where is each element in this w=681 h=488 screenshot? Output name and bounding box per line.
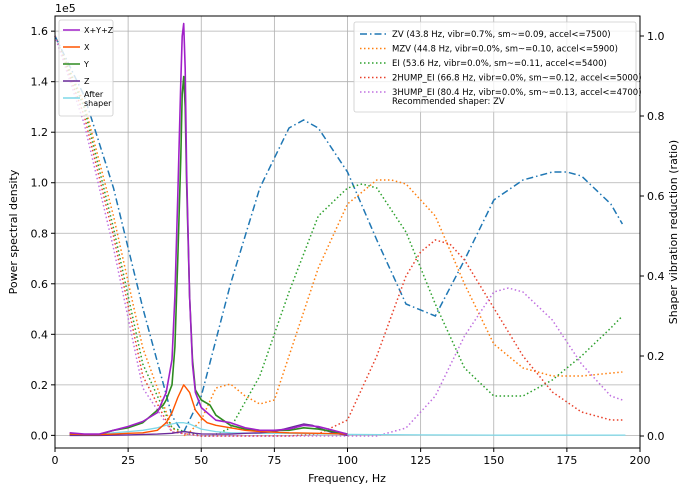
left-y-tick-label: 0.6 [31, 278, 49, 291]
right-y-tick-label: 0.4 [647, 270, 665, 283]
psd-legend-box [58, 19, 114, 117]
left-y-tick-label: 0.8 [31, 227, 49, 240]
x-tick-label: 125 [410, 454, 431, 467]
shaper-legend-label: ZV (43.8 Hz, vibr=0.7%, sm~=0.09, accel<… [392, 30, 611, 40]
right-y-tick-label: 0.0 [647, 430, 665, 443]
x-tick-label: 175 [556, 454, 577, 467]
left-y-tick-label: 1.2 [31, 126, 49, 139]
shaper-line-3hump-ei [54, 35, 623, 437]
left-y-tick-label: 1.6 [31, 25, 49, 38]
left-y-exponent: 1e5 [55, 2, 76, 15]
psd-legend-label: Y [83, 60, 89, 69]
shaper-legend: ZV (43.8 Hz, vibr=0.7%, sm~=0.09, accel<… [353, 21, 642, 113]
x-tick-label: 0 [52, 454, 59, 467]
x-tick-label: 75 [267, 454, 281, 467]
shaper-legend-label: EI (53.6 Hz, vibr=0.0%, sm~=0.11, accel<… [392, 59, 607, 69]
right-y-axis-ticks: 0.0 0.2 0.4 0.6 0.8 1.0 [640, 30, 665, 443]
right-y-tick-label: 0.8 [647, 110, 665, 123]
left-y-axis-ticks: 0.0 0.2 0.4 0.6 0.8 1.0 1.2 1.4 1.6 [31, 25, 55, 442]
right-y-tick-label: 0.2 [647, 350, 665, 363]
left-y-tick-label: 1.0 [31, 177, 49, 190]
right-y-tick-label: 1.0 [647, 30, 665, 43]
right-y-tick-label: 0.6 [647, 190, 665, 203]
shaper-legend-label: MZV (44.8 Hz, vibr=0.0%, sm~=0.10, accel… [392, 45, 618, 55]
psd-line-x [69, 384, 348, 436]
x-axis-label: Frequency, Hz [308, 472, 386, 485]
shaper-legend-label: 2HUMP_EI (66.8 Hz, vibr=0.0%, sm~=0.12, … [392, 74, 642, 84]
psd-legend-label: After shaper [84, 90, 112, 108]
left-y-tick-label: 1.4 [31, 76, 49, 89]
recommended-shaper-note: Recommended shaper: ZV [392, 97, 505, 107]
shaper-line-2hump-ei [54, 35, 623, 437]
x-tick-label: 50 [194, 454, 208, 467]
psd-line-x-y-z [69, 22, 348, 435]
x-tick-label: 100 [337, 454, 358, 467]
x-tick-label: 200 [630, 454, 651, 467]
x-axis-ticks: 0 25 50 75 100 125 150 175 200 [52, 448, 651, 467]
psd-curves [69, 22, 626, 437]
right-y-axis-label: Shaper vibration reduction (ratio) [667, 140, 680, 324]
psd-legend: X+Y+Z XYZ After shaper [58, 19, 114, 117]
left-y-tick-label: 0.0 [31, 429, 49, 442]
x-tick-label: 150 [483, 454, 504, 467]
x-tick-label: 25 [121, 454, 135, 467]
psd-legend-label: X [84, 43, 90, 52]
left-y-tick-label: 0.2 [31, 379, 49, 392]
psd-legend-label: Z [84, 77, 90, 86]
psd-line-z [69, 423, 348, 437]
psd-line-after-shaper [69, 422, 626, 436]
left-y-tick-label: 0.4 [31, 328, 49, 341]
left-y-axis-label: Power spectral density [7, 169, 20, 294]
psd-legend-label: X+Y+Z [84, 26, 114, 35]
shaper-legend-label: 3HUMP_EI (80.4 Hz, vibr=0.0%, sm~=0.13, … [392, 88, 642, 98]
shaper-legend-box [353, 21, 637, 113]
